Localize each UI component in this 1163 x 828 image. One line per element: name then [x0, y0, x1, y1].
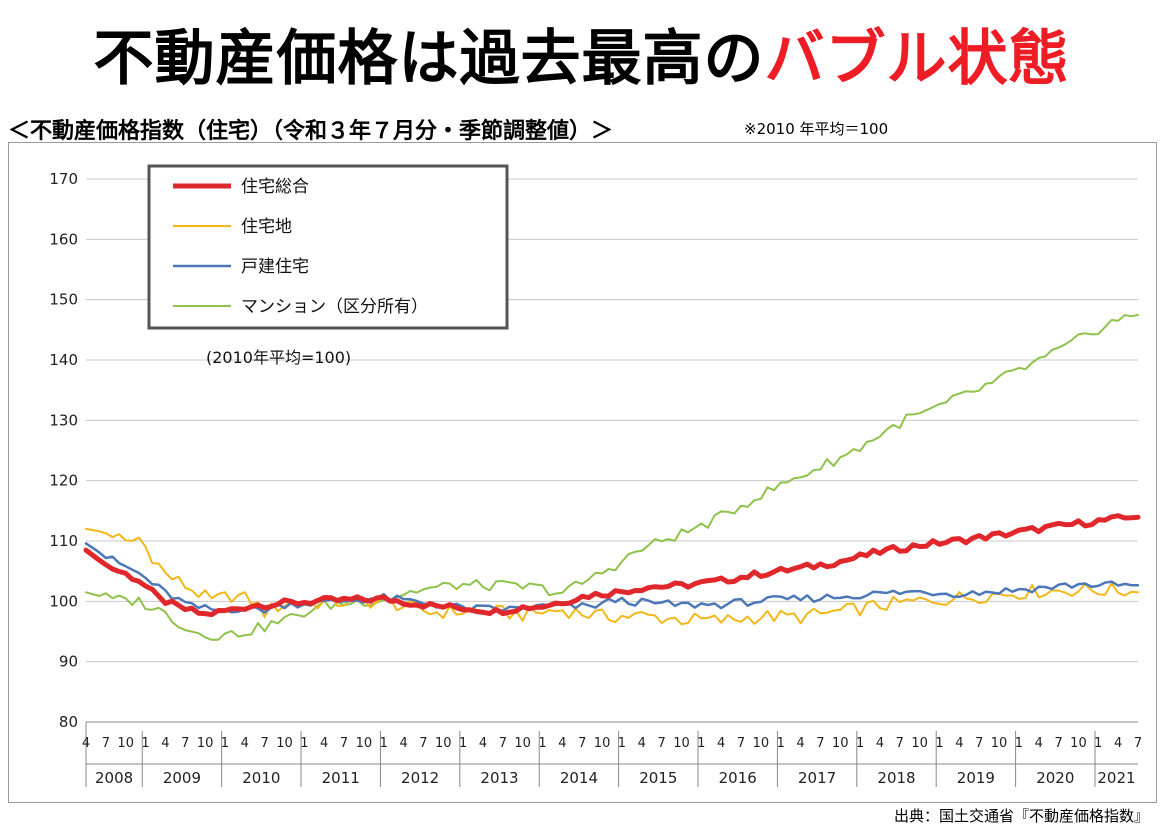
y-axis-ticks: 80 90 100 110 120 130 140 150 160 170	[49, 170, 78, 731]
year-label: 2013	[480, 769, 518, 787]
x-tick-label: 1	[1015, 736, 1023, 751]
x-tick-label: 1	[459, 736, 467, 751]
y-tick-label: 120	[49, 472, 78, 490]
x-tick-label: 4	[399, 736, 407, 751]
y-tick-label: 160	[49, 230, 78, 248]
year-label: 2009	[163, 769, 201, 787]
x-tick-label: 1	[777, 736, 785, 751]
x-tick-label: 7	[578, 736, 586, 751]
legend-label: 住宅地	[241, 217, 292, 237]
year-label: 2020	[1036, 769, 1074, 787]
x-tick-label: 4	[1035, 736, 1043, 751]
legend-label: 戸建住宅	[241, 257, 309, 277]
x-tick-label: 4	[796, 736, 804, 751]
page-headline: 不動産価格は過去最高のバブル状態	[0, 10, 1163, 97]
x-tick-label: 7	[896, 736, 904, 751]
x-tick-label: 7	[737, 736, 745, 751]
x-tick-label: 10	[673, 736, 690, 751]
y-tick-label: 150	[49, 291, 78, 309]
base-annotation: (2010年平均=100)	[206, 348, 351, 367]
year-label: 2015	[639, 769, 677, 787]
x-tick-label: 4	[638, 736, 646, 751]
x-tick-label: 10	[991, 736, 1008, 751]
year-label: 2008	[95, 769, 133, 787]
base-note: ※2010 年平均＝100	[744, 120, 889, 138]
x-tick-label: 10	[1070, 736, 1087, 751]
x-tick-label: 7	[181, 736, 189, 751]
year-label: 2016	[719, 769, 757, 787]
x-tick-label: 4	[1114, 736, 1122, 751]
x-tick-label: 7	[102, 736, 110, 751]
series-line	[84, 542, 1140, 614]
x-tick-label: 7	[419, 736, 427, 751]
legend-label: 住宅総合	[241, 177, 309, 197]
x-tick-label: 7	[975, 736, 983, 751]
x-tick-label: 7	[499, 736, 507, 751]
y-tick-label: 80	[59, 713, 78, 731]
y-tick-label: 140	[49, 351, 78, 369]
x-tick-label: 4	[717, 736, 725, 751]
y-tick-label: 130	[49, 411, 78, 429]
x-tick-label: 1	[1094, 736, 1102, 751]
x-tick-label: 10	[594, 736, 611, 751]
x-tick-label: 10	[832, 736, 849, 751]
series-lines	[83, 313, 1141, 641]
x-tick-label: 10	[276, 736, 293, 751]
x-tick-label: 1	[935, 736, 943, 751]
legend-label: マンション（区分所有）	[241, 297, 428, 317]
x-tick-label: 4	[479, 736, 487, 751]
x-tick-label: 10	[911, 736, 928, 751]
series-line	[83, 513, 1141, 618]
x-tick-label: 1	[618, 736, 626, 751]
year-label: 2012	[401, 769, 439, 787]
x-tick-label: 7	[340, 736, 348, 751]
x-tick-label: 10	[356, 736, 373, 751]
x-tick-label: 7	[1054, 736, 1062, 751]
x-tick-label: 1	[856, 736, 864, 751]
x-tick-label: 10	[117, 736, 134, 751]
y-tick-label: 100	[49, 592, 78, 610]
series-line	[85, 313, 1139, 641]
x-tick-label: 4	[82, 736, 90, 751]
y-tick-label: 170	[49, 170, 78, 188]
x-tick-label: 10	[753, 736, 770, 751]
chart-subtitle: ＜不動産価格指数（住宅）（令和３年７月分・季節調整値）＞	[8, 119, 614, 144]
year-label: 2010	[242, 769, 280, 787]
year-label: 2017	[798, 769, 836, 787]
year-label: 2018	[877, 769, 915, 787]
year-label: 2014	[560, 769, 598, 787]
x-tick-label: 4	[876, 736, 884, 751]
x-tick-label: 10	[435, 736, 452, 751]
year-label: 2011	[322, 769, 360, 787]
x-tick-label: 7	[261, 736, 269, 751]
x-tick-label: 1	[221, 736, 229, 751]
x-tick-label: 1	[697, 736, 705, 751]
y-tick-label: 90	[59, 653, 78, 671]
year-label: 2019	[957, 769, 995, 787]
x-tick-label: 1	[141, 736, 149, 751]
x-tick-label: 1	[380, 736, 388, 751]
legend-box	[147, 164, 509, 330]
x-tick-label: 10	[197, 736, 214, 751]
x-tick-label: 4	[161, 736, 169, 751]
x-tick-label: 7	[816, 736, 824, 751]
chart-panel	[8, 142, 1157, 803]
x-tick-label: 1	[538, 736, 546, 751]
x-tick-label: 4	[241, 736, 249, 751]
x-tick-label: 4	[558, 736, 566, 751]
headline-accent: バブル状態	[764, 24, 1070, 94]
x-tick-label: 7	[657, 736, 665, 751]
x-tick-label: 4	[955, 736, 963, 751]
y-tick-label: 110	[49, 532, 78, 550]
x-tick-label: 4	[320, 736, 328, 751]
year-label: 2021	[1097, 769, 1135, 787]
x-tick-label: 1	[300, 736, 308, 751]
source-note: 出典：国土交通省『不動産価格指数』	[893, 807, 1149, 825]
x-tick-label: 10	[514, 736, 531, 751]
headline-main: 不動産価格は過去最高の	[93, 24, 765, 94]
x-tick-label: 7	[1134, 736, 1142, 751]
